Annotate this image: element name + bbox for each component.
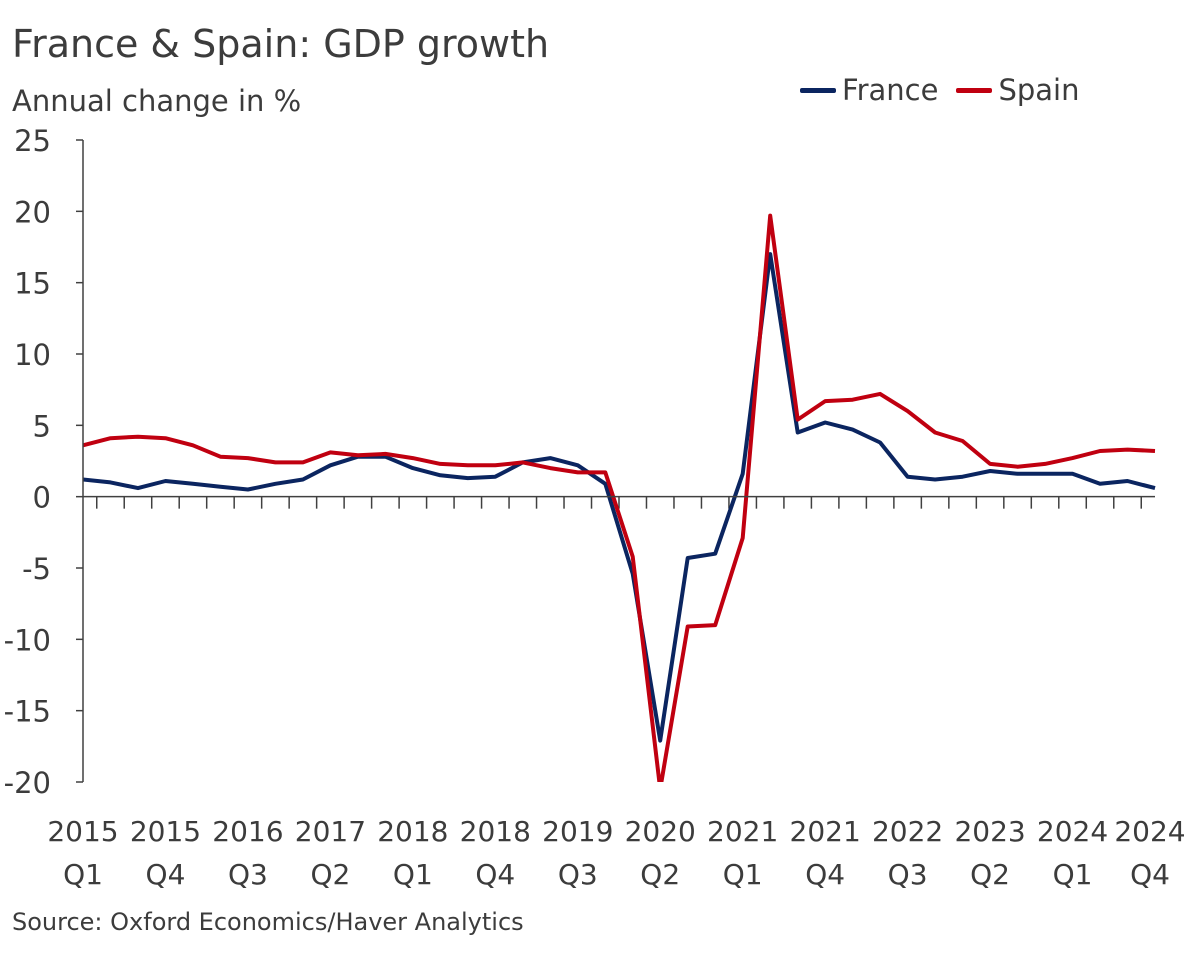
legend-swatch-france [800, 87, 836, 93]
x-tick-label-year: 2015 [47, 815, 118, 848]
x-tick-label-year: 2023 [954, 815, 1025, 848]
x-tick-label-year: 2022 [872, 815, 943, 848]
y-tick-label: 10 [14, 338, 51, 372]
x-tick-label-year: 2024 [1114, 815, 1185, 848]
x-tick-label-quarter: Q1 [393, 858, 433, 891]
x-tick-label-year: 2021 [790, 815, 861, 848]
legend-swatch-spain [956, 87, 993, 93]
chart-title: France & Spain: GDP growth [12, 22, 550, 66]
y-axis-label: Annual change in % [12, 84, 302, 118]
x-tick-label-quarter: Q3 [888, 858, 928, 891]
x-tick-label-quarter: Q1 [1053, 858, 1093, 891]
x-tick-label-year: 2017 [295, 815, 366, 848]
y-tick-label: -20 [4, 766, 51, 800]
source-note: Source: Oxford Economics/Haver Analytics [12, 908, 524, 936]
x-tick-label-quarter: Q4 [805, 858, 845, 891]
x-tick-label-year: 2019 [542, 815, 613, 848]
legend: France Spain [800, 72, 1079, 108]
series-line-france [83, 252, 1156, 743]
x-tick-label-year: 2020 [625, 815, 696, 848]
x-tick-label-quarter: Q4 [146, 858, 186, 891]
x-tick-label-quarter: Q2 [310, 858, 350, 891]
x-tick-label-year: 2015 [130, 815, 201, 848]
y-tick-label: 5 [33, 409, 51, 443]
x-tick-label-year: 2018 [377, 815, 448, 848]
x-tick-label-quarter: Q2 [640, 858, 680, 891]
y-tick-label: -15 [4, 695, 51, 729]
y-tick-label: 15 [14, 267, 51, 301]
x-tick-label-year: 2018 [460, 815, 531, 848]
legend-label-spain: Spain [998, 73, 1080, 107]
y-tick-label: 0 [33, 481, 51, 515]
y-tick-label: -5 [22, 552, 51, 586]
y-tick-label: 25 [14, 124, 51, 158]
x-tick-label-quarter: Q1 [63, 858, 103, 891]
x-tick-label-quarter: Q1 [723, 858, 763, 891]
x-tick-label-quarter: Q2 [970, 858, 1010, 891]
legend-label-france: France [842, 73, 939, 107]
x-tick-label-year: 2016 [212, 815, 283, 848]
x-tick-label-year: 2021 [707, 815, 778, 848]
legend-item-spain: Spain [956, 73, 1079, 107]
x-tick-label-year: 2024 [1037, 815, 1108, 848]
y-tick-label: 20 [14, 195, 51, 229]
x-tick-label-quarter: Q3 [558, 858, 598, 891]
x-tick-label-quarter: Q4 [1130, 858, 1170, 891]
y-tick-label: -10 [4, 623, 51, 657]
x-tick-label-quarter: Q3 [228, 858, 268, 891]
series-line-spain [83, 213, 1156, 782]
legend-item-france: France [800, 73, 938, 107]
x-tick-label-quarter: Q4 [475, 858, 515, 891]
